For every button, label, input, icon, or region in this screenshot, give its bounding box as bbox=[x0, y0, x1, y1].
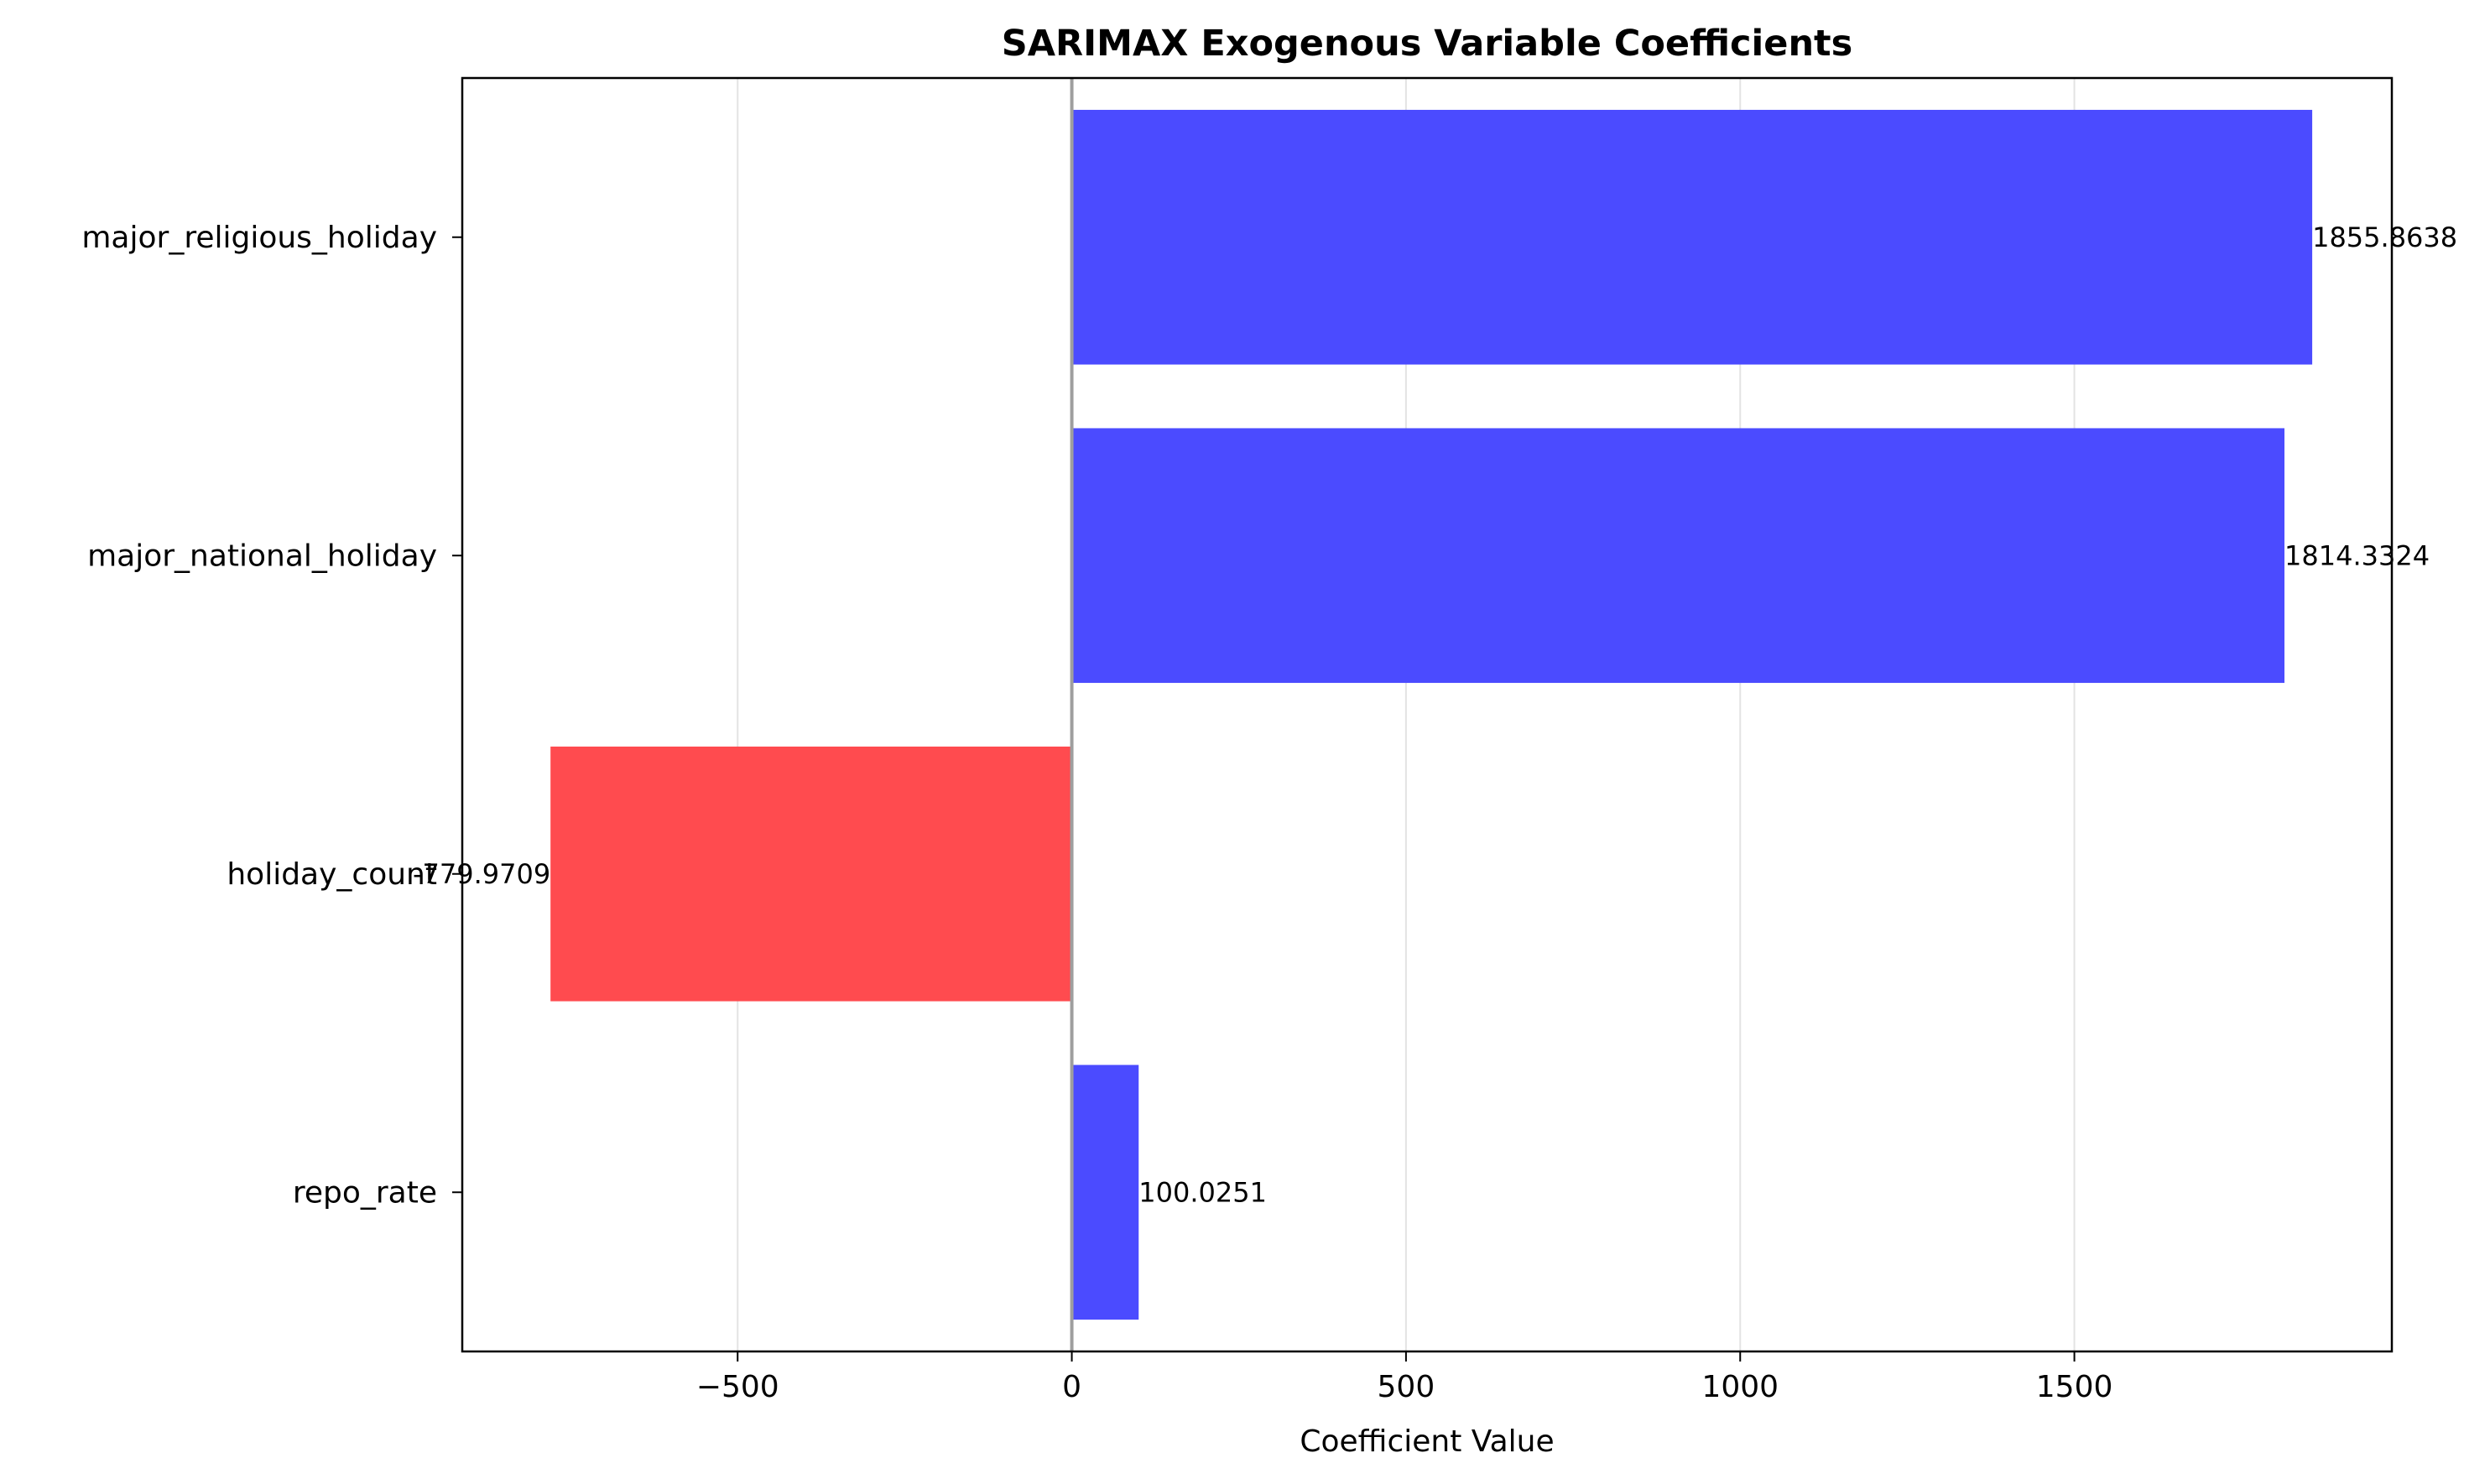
value-label: 1814.3324 bbox=[2284, 539, 2430, 571]
bar-major-national-holiday bbox=[1071, 428, 2285, 684]
y-tick-label: major_religious_holiday bbox=[81, 221, 437, 255]
axes-frame bbox=[461, 76, 2394, 1353]
x-tick-label: −500 bbox=[696, 1370, 779, 1404]
y-tick-label: repo_rate bbox=[293, 1175, 437, 1210]
bar-major-religious-holiday bbox=[1071, 109, 2313, 365]
value-label: 100.0251 bbox=[1138, 1176, 1267, 1208]
value-label: 1855.8638 bbox=[2312, 221, 2457, 253]
y-tick-label: major_national_holiday bbox=[87, 539, 437, 573]
bar-repo-rate bbox=[1071, 1065, 1139, 1320]
value-label: -779.9709 bbox=[413, 858, 550, 890]
chart-title: SARIMAX Exogenous Variable Coefficients bbox=[1002, 23, 1852, 65]
x-axis-label: Coefficient Value bbox=[1300, 1424, 1554, 1459]
x-tick-label: 500 bbox=[1378, 1370, 1435, 1404]
tick-layer: −500 0 500 1000 1500 major_religious_holidaym… bbox=[81, 221, 2112, 1404]
x-tick-label: 0 bbox=[1062, 1370, 1081, 1404]
bar-holiday-count bbox=[550, 746, 1072, 1002]
y-tick-label: holiday_count bbox=[227, 857, 437, 892]
bar-layer bbox=[550, 109, 2313, 1320]
value-label-layer: 1855.8638 1814.3324 -779.9709 100.0251 bbox=[413, 221, 2457, 1209]
x-tick-label: 1500 bbox=[2036, 1370, 2113, 1404]
x-tick-label: 1000 bbox=[1701, 1370, 1779, 1404]
